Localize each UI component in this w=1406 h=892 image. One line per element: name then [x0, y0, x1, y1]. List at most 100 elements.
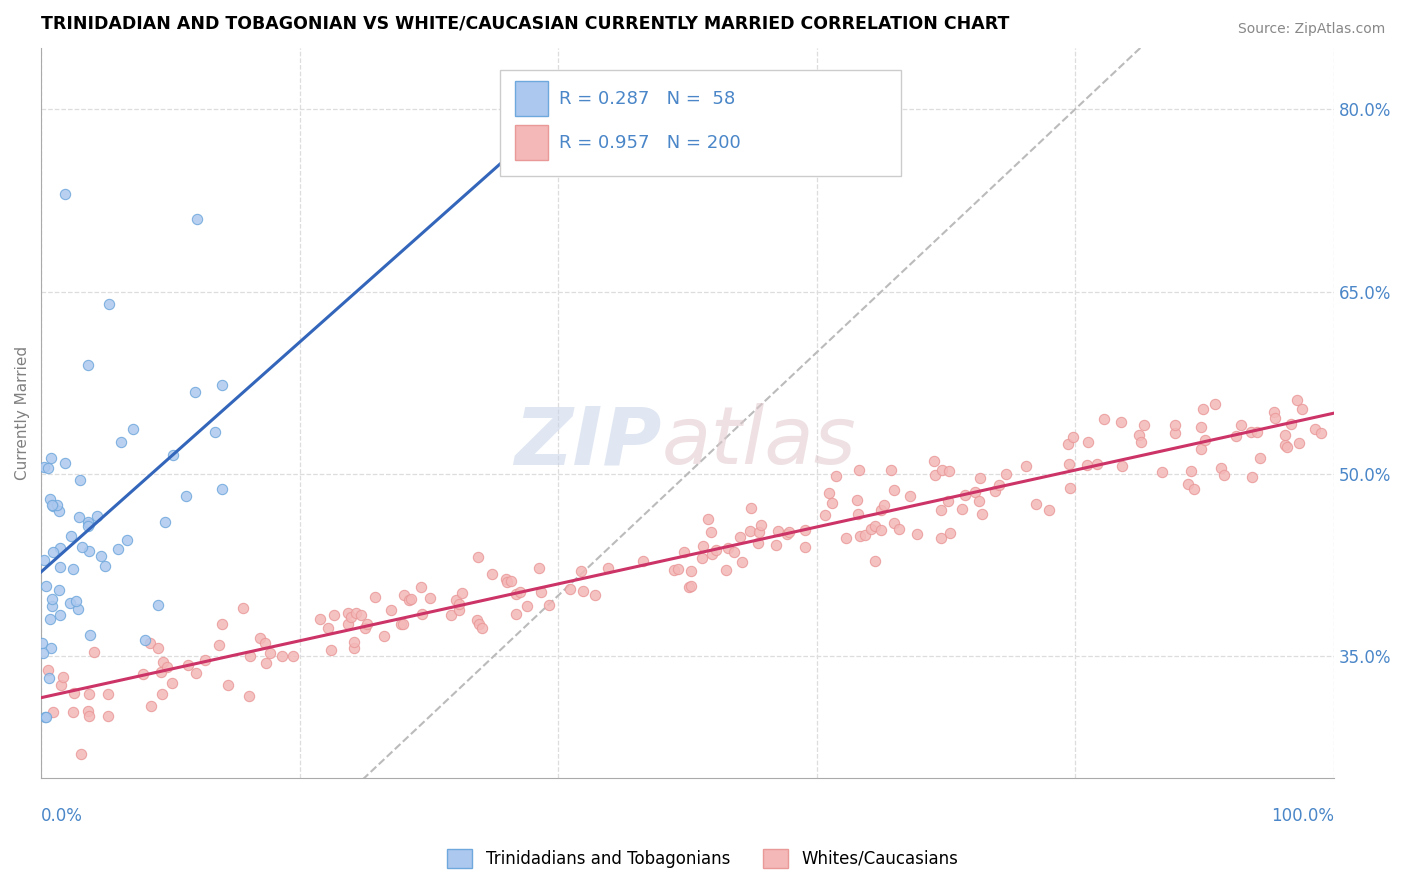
Point	[931, 463, 953, 477]
Point	[939, 526, 962, 541]
Point	[1077, 434, 1099, 449]
Point	[41, 545, 63, 559]
Point	[1087, 457, 1109, 471]
Point	[766, 524, 789, 538]
Point	[849, 528, 872, 542]
Point	[495, 575, 517, 590]
Point	[392, 588, 415, 602]
Point	[467, 549, 489, 564]
Point	[505, 607, 527, 621]
Point	[495, 572, 517, 586]
Point	[86, 508, 108, 523]
Point	[35, 579, 58, 593]
Legend: Trinidadians and Tobagonians, Whites/Caucasians: Trinidadians and Tobagonians, Whites/Cau…	[440, 842, 966, 875]
Point	[392, 616, 415, 631]
Point	[468, 617, 491, 632]
Point	[821, 496, 844, 510]
Point	[672, 545, 695, 559]
Point	[728, 530, 751, 544]
Point	[1286, 393, 1309, 408]
Point	[134, 632, 156, 647]
Point	[343, 635, 366, 649]
Point	[48, 503, 70, 517]
Point	[346, 606, 368, 620]
Point	[77, 687, 100, 701]
Point	[776, 526, 799, 541]
Point	[122, 422, 145, 436]
Point	[994, 467, 1017, 482]
Point	[905, 527, 928, 541]
Point	[1211, 461, 1233, 475]
Point	[717, 541, 740, 555]
Point	[883, 516, 905, 530]
Point	[38, 492, 60, 507]
Point	[1057, 458, 1080, 472]
Point	[42, 499, 65, 513]
Point	[969, 494, 991, 508]
Point	[53, 456, 76, 470]
Point	[77, 516, 100, 531]
Point	[65, 593, 87, 607]
Point	[845, 492, 868, 507]
Point	[1263, 405, 1285, 419]
Point	[690, 550, 713, 565]
Point	[41, 498, 63, 512]
Point	[501, 574, 523, 589]
Point	[662, 563, 685, 577]
Point	[62, 562, 84, 576]
Point	[53, 187, 76, 202]
Point	[765, 538, 787, 552]
Text: R = 0.957   N = 200: R = 0.957 N = 200	[560, 134, 741, 152]
Point	[150, 687, 173, 701]
Point	[49, 541, 72, 555]
Point	[59, 596, 82, 610]
Point	[859, 522, 882, 536]
Point	[631, 553, 654, 567]
Point	[679, 564, 702, 578]
Point	[356, 617, 378, 632]
Point	[700, 525, 723, 540]
Point	[45, 498, 67, 512]
Point	[131, 666, 153, 681]
Point	[922, 454, 945, 468]
Point	[1309, 426, 1331, 441]
Point	[107, 542, 129, 557]
Point	[41, 599, 63, 613]
Point	[853, 528, 876, 542]
Point	[174, 489, 197, 503]
Point	[162, 449, 184, 463]
Point	[1132, 418, 1154, 433]
Point	[447, 602, 470, 616]
Point	[969, 471, 991, 485]
Point	[211, 378, 233, 392]
Point	[848, 508, 870, 522]
Point	[467, 614, 489, 628]
Point	[79, 628, 101, 642]
Point	[953, 488, 976, 502]
Point	[869, 523, 891, 537]
Point	[598, 561, 620, 575]
Point	[1240, 469, 1263, 483]
Point	[1150, 466, 1173, 480]
Point	[929, 531, 952, 545]
Point	[748, 524, 770, 539]
Point	[98, 297, 121, 311]
Point	[1230, 418, 1253, 433]
Text: 0.0%: 0.0%	[41, 807, 83, 825]
Point	[863, 554, 886, 568]
Point	[898, 489, 921, 503]
Point	[177, 658, 200, 673]
Text: ZIP: ZIP	[515, 403, 662, 482]
Point	[110, 435, 132, 450]
Point	[115, 533, 138, 547]
Point	[77, 358, 100, 372]
Point	[76, 704, 98, 718]
FancyBboxPatch shape	[501, 70, 901, 176]
Point	[1225, 429, 1247, 443]
Point	[249, 631, 271, 645]
Point	[1274, 437, 1296, 451]
Point	[778, 524, 800, 539]
Point	[835, 531, 858, 545]
Point	[141, 698, 163, 713]
Point	[373, 629, 395, 643]
